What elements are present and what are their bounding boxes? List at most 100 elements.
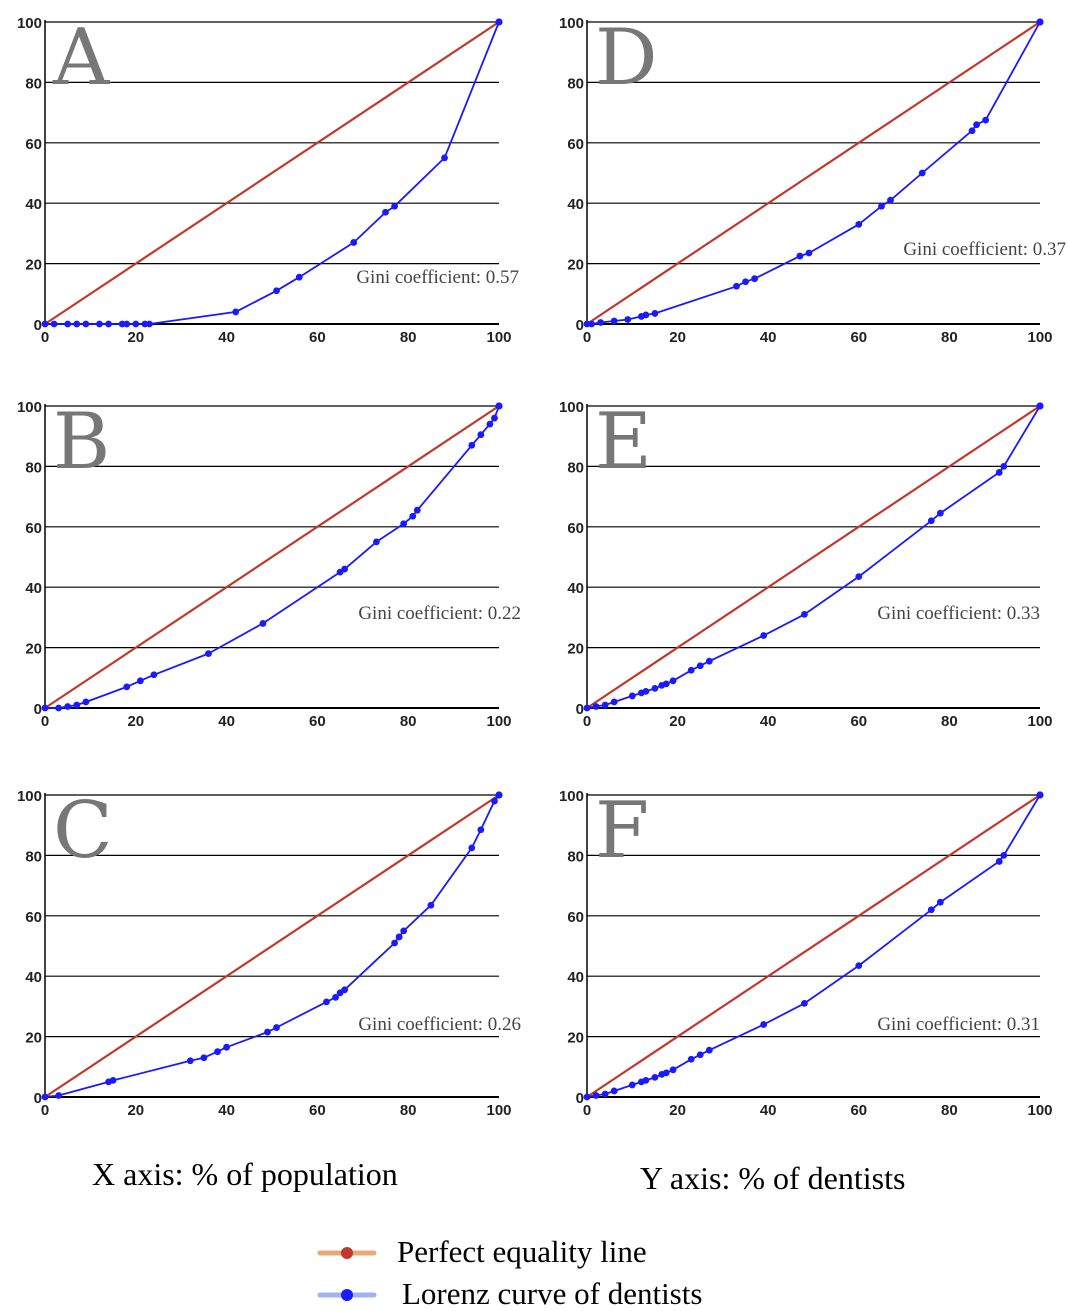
y-tick-e-60: 60: [567, 520, 584, 537]
lorenz-point-f-7: [651, 1073, 659, 1081]
gini-annotation-f: Gini coefficient: 0.31: [877, 1014, 1040, 1035]
y-tick-a-100: 100: [17, 15, 42, 32]
panel-a: 0 20 40 60 80 100 0 20 40 60 80 100 A Gini coefficien…: [17, 13, 519, 346]
x-tick-d-60: 60: [850, 329, 867, 346]
x-tick-a-80: 80: [400, 329, 417, 346]
panel-letter-c: C: [53, 786, 113, 876]
lorenz-point-d-19: [982, 116, 990, 124]
x-tick-a-20: 20: [127, 329, 144, 346]
gini-annotation-e: Gini coefficient: 0.33: [877, 603, 1040, 624]
y-tick-a-80: 80: [25, 75, 42, 92]
lorenz-point-d-9: [742, 278, 749, 286]
lorenz-point-f-19: [995, 858, 1003, 865]
x-tick-e-0: 0: [583, 713, 591, 730]
lorenz-point-c-10: [323, 998, 330, 1006]
lorenz-point-a-9: [132, 320, 140, 328]
x-tick-c-20: 20: [127, 1102, 144, 1119]
lorenz-curve-c: [44, 794, 500, 1098]
lorenz-point-f-4: [628, 1081, 636, 1089]
lorenz-point-f-18: [936, 898, 944, 906]
lorenz-point-e-10: [669, 677, 677, 685]
lorenz-point-d-15: [887, 196, 894, 204]
endpoint-dot-b: [495, 402, 503, 410]
y-tick-b-20: 20: [25, 641, 42, 658]
x-tick-f-80: 80: [941, 1102, 958, 1119]
y-tick-c-20: 20: [25, 1030, 42, 1047]
x-tick-c-40: 40: [218, 1102, 235, 1119]
lorenz-point-f-16: [855, 962, 863, 970]
lorenz-point-e-3: [610, 698, 618, 706]
x-tick-f-0: 0: [583, 1102, 591, 1119]
lorenz-point-d-17: [968, 127, 976, 135]
lorenz-point-e-15: [801, 610, 808, 618]
y-tick-e-0: 0: [576, 701, 584, 718]
x-tick-d-40: 40: [760, 329, 777, 346]
lorenz-point-d-16: [918, 169, 926, 177]
lorenz-point-e-11: [687, 666, 695, 674]
x-tick-f-40: 40: [760, 1102, 777, 1119]
x-tick-e-80: 80: [941, 713, 958, 730]
lorenz-point-e-12: [696, 662, 704, 670]
y-axis-note: Y axis: % of dentists: [640, 1160, 905, 1196]
lorenz-point-e-2: [601, 701, 609, 709]
equality-line-a: [44, 21, 500, 325]
lorenz-point-d-1: [588, 320, 595, 328]
lorenz-point-c-18: [468, 844, 476, 852]
panel-c: 0 20 40 60 80 100 0 20 40 60 80 100 C Gini coefficien…: [17, 786, 521, 1119]
lorenz-point-d-12: [805, 249, 813, 257]
panel-letter-d: D: [595, 13, 658, 103]
y-tick-d-80: 80: [567, 75, 584, 92]
lorenz-point-d-18: [973, 121, 980, 129]
lorenz-point-a-4: [82, 320, 90, 328]
lorenz-point-e-9: [662, 680, 670, 688]
lorenz-point-f-0: [583, 1093, 591, 1101]
lorenz-point-a-0: [41, 320, 49, 328]
lorenz-point-c-20: [491, 797, 498, 805]
y-tick-d-60: 60: [567, 136, 584, 153]
x-tick-e-20: 20: [669, 713, 686, 730]
y-tick-f-40: 40: [567, 969, 584, 986]
endpoint-dot-d: [1036, 18, 1044, 26]
equality-line-b: [44, 405, 500, 709]
y-tick-e-20: 20: [567, 641, 584, 658]
lorenz-point-a-15: [350, 239, 358, 246]
lorenz-point-c-11: [332, 993, 339, 1001]
x-tick-a-100: 100: [486, 329, 511, 346]
panel-b: 0 20 40 60 80 100 0 20 40 60 80 100 B Gini coefficien…: [17, 397, 521, 730]
lorenz-point-c-15: [395, 933, 403, 941]
lorenz-point-c-3: [109, 1076, 117, 1084]
lorenz-point-d-11: [796, 252, 804, 260]
gini-annotation-b: Gini coefficient: 0.22: [358, 603, 521, 624]
x-tick-d-80: 80: [941, 329, 958, 346]
lorenz-point-a-12: [232, 308, 240, 316]
lorenz-point-f-10: [669, 1066, 677, 1074]
lorenz-point-c-13: [341, 986, 349, 994]
lorenz-point-e-19: [995, 469, 1003, 476]
lorenz-point-e-18: [936, 509, 944, 517]
lorenz-point-c-1: [55, 1092, 63, 1099]
lorenz-point-e-17: [927, 517, 935, 525]
lorenz-point-b-18: [486, 420, 494, 428]
x-tick-f-100: 100: [1027, 1102, 1052, 1119]
gini-annotation-a: Gini coefficient: 0.57: [356, 267, 519, 288]
y-tick-a-40: 40: [25, 196, 42, 213]
y-tick-c-40: 40: [25, 969, 42, 986]
lorenz-point-d-14: [878, 202, 885, 210]
y-tick-f-60: 60: [567, 909, 584, 926]
lorenz-curve-f: [586, 794, 1041, 1098]
x-tick-d-100: 100: [1027, 329, 1052, 346]
y-tick-f-100: 100: [559, 788, 584, 805]
x-tick-d-0: 0: [583, 329, 591, 346]
lorenz-point-b-2: [64, 703, 72, 710]
lorenz-point-b-5: [123, 683, 131, 691]
equality-line-c: [44, 794, 500, 1098]
lorenz-point-c-9: [273, 1024, 280, 1031]
lorenz-point-b-16: [468, 441, 476, 449]
y-tick-d-20: 20: [567, 257, 584, 274]
lorenz-point-b-17: [477, 431, 485, 439]
y-tick-c-60: 60: [25, 909, 42, 926]
lorenz-point-b-15: [413, 506, 421, 514]
y-tick-a-0: 0: [34, 317, 42, 334]
y-tick-a-20: 20: [25, 257, 42, 274]
lorenz-point-b-6: [136, 677, 144, 685]
